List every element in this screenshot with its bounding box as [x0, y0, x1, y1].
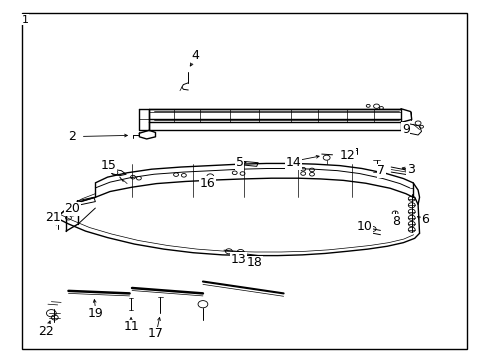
Text: 2: 2 — [68, 130, 76, 143]
Text: 7: 7 — [377, 165, 385, 177]
Text: 4: 4 — [191, 49, 199, 62]
Text: 16: 16 — [200, 177, 215, 190]
Text: 21: 21 — [45, 211, 61, 224]
Text: 5: 5 — [235, 156, 243, 169]
Text: 8: 8 — [391, 215, 399, 228]
Text: 1: 1 — [22, 15, 29, 25]
Text: 15: 15 — [101, 159, 116, 172]
Text: 6: 6 — [421, 213, 428, 226]
Text: 18: 18 — [246, 256, 262, 269]
Text: 22: 22 — [39, 325, 54, 338]
Text: 20: 20 — [64, 202, 80, 215]
Text: 10: 10 — [356, 220, 371, 233]
Text: 3: 3 — [406, 163, 414, 176]
Text: 13: 13 — [230, 253, 245, 266]
Text: 14: 14 — [285, 156, 301, 169]
Text: 12: 12 — [339, 149, 354, 162]
Text: 11: 11 — [123, 320, 139, 333]
Text: 19: 19 — [87, 307, 103, 320]
Text: 9: 9 — [401, 123, 409, 136]
Text: 17: 17 — [147, 327, 163, 340]
